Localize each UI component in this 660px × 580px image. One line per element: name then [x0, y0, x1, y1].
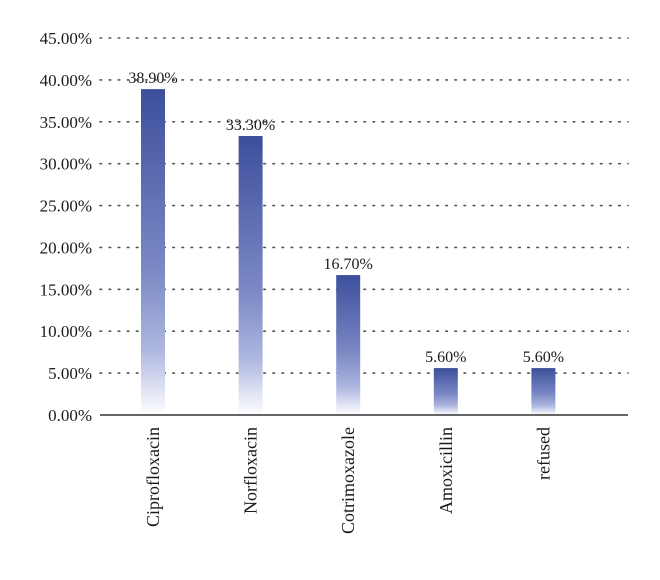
category-label: Norfloxacin: [241, 427, 261, 514]
bar-ciprofloxacin: [141, 89, 165, 416]
data-label: 38.90%: [128, 70, 177, 87]
category-label: refused: [533, 427, 553, 480]
y-axis-tick-labels: 0.00% 5.00% 10.00% 15.00% 20.00% 25.00% 30.00%…: [40, 29, 92, 425]
category-label: Ciprofloxacin: [143, 427, 163, 527]
bar-amoxicillin: [433, 368, 458, 415]
data-labels: 38.90% 33.30% 16.70% 5.60% 5.60%: [128, 70, 564, 366]
y-tick-label: 10.00%: [40, 322, 92, 341]
y-tick-label: 25.00%: [40, 197, 92, 216]
y-tick-label: 35.00%: [40, 113, 92, 132]
y-tick-label: 0.00%: [48, 406, 92, 425]
x-axis-category-labels: Ciprofloxacin Norfloxacin Cotrimoxazole Amo…: [143, 427, 553, 534]
y-tick-label: 5.00%: [48, 364, 92, 383]
category-label: Amoxicillin: [436, 427, 456, 514]
y-tick-label: 20.00%: [40, 238, 92, 257]
y-tick-label: 40.00%: [40, 71, 92, 90]
bar-refused: [531, 368, 556, 415]
y-tick-label: 30.00%: [40, 155, 92, 174]
gridlines: [99, 37, 629, 374]
data-label: 33.30%: [226, 117, 275, 134]
data-label: 5.60%: [425, 349, 466, 366]
bar-cotrimoxazole: [336, 275, 361, 415]
data-label: 5.60%: [523, 349, 564, 366]
category-label: Cotrimoxazole: [338, 427, 358, 534]
bar-norfloxacin: [238, 136, 263, 415]
y-tick-label: 15.00%: [40, 280, 92, 299]
data-label: 16.70%: [324, 256, 373, 273]
y-tick-label: 45.00%: [40, 29, 92, 48]
bars: [141, 89, 556, 416]
